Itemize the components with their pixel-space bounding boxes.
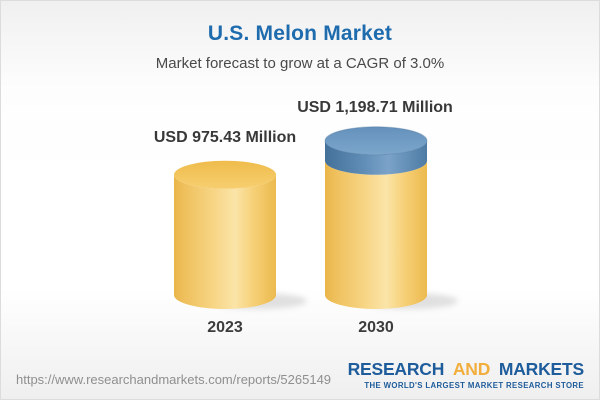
logo-tagline: THE WORLD'S LARGEST MARKET RESEARCH STOR… bbox=[364, 380, 584, 390]
logo-word-markets: MARKETS bbox=[498, 359, 584, 379]
value-label-2023: USD 975.43 Million bbox=[153, 129, 297, 146]
category-label-2023: 2023 bbox=[207, 319, 243, 336]
report-url: https://www.researchandmarkets.com/repor… bbox=[16, 372, 332, 387]
chart-title: U.S. Melon Market bbox=[207, 22, 393, 45]
researchandmarkets-logo: RESEARCH AND MARKETS THE WORLD'S LARGEST… bbox=[347, 359, 585, 390]
category-label-2030: 2030 bbox=[358, 319, 394, 336]
value-label-2030: USD 1,198.71 Million bbox=[297, 99, 453, 116]
logo-word-and: AND bbox=[452, 359, 491, 379]
chart-subtitle: Market forecast to grow at a CAGR of 3.0… bbox=[155, 55, 445, 72]
logo-word-research: RESEARCH bbox=[347, 359, 445, 379]
logo-wordmark: RESEARCH AND MARKETS bbox=[347, 359, 585, 379]
